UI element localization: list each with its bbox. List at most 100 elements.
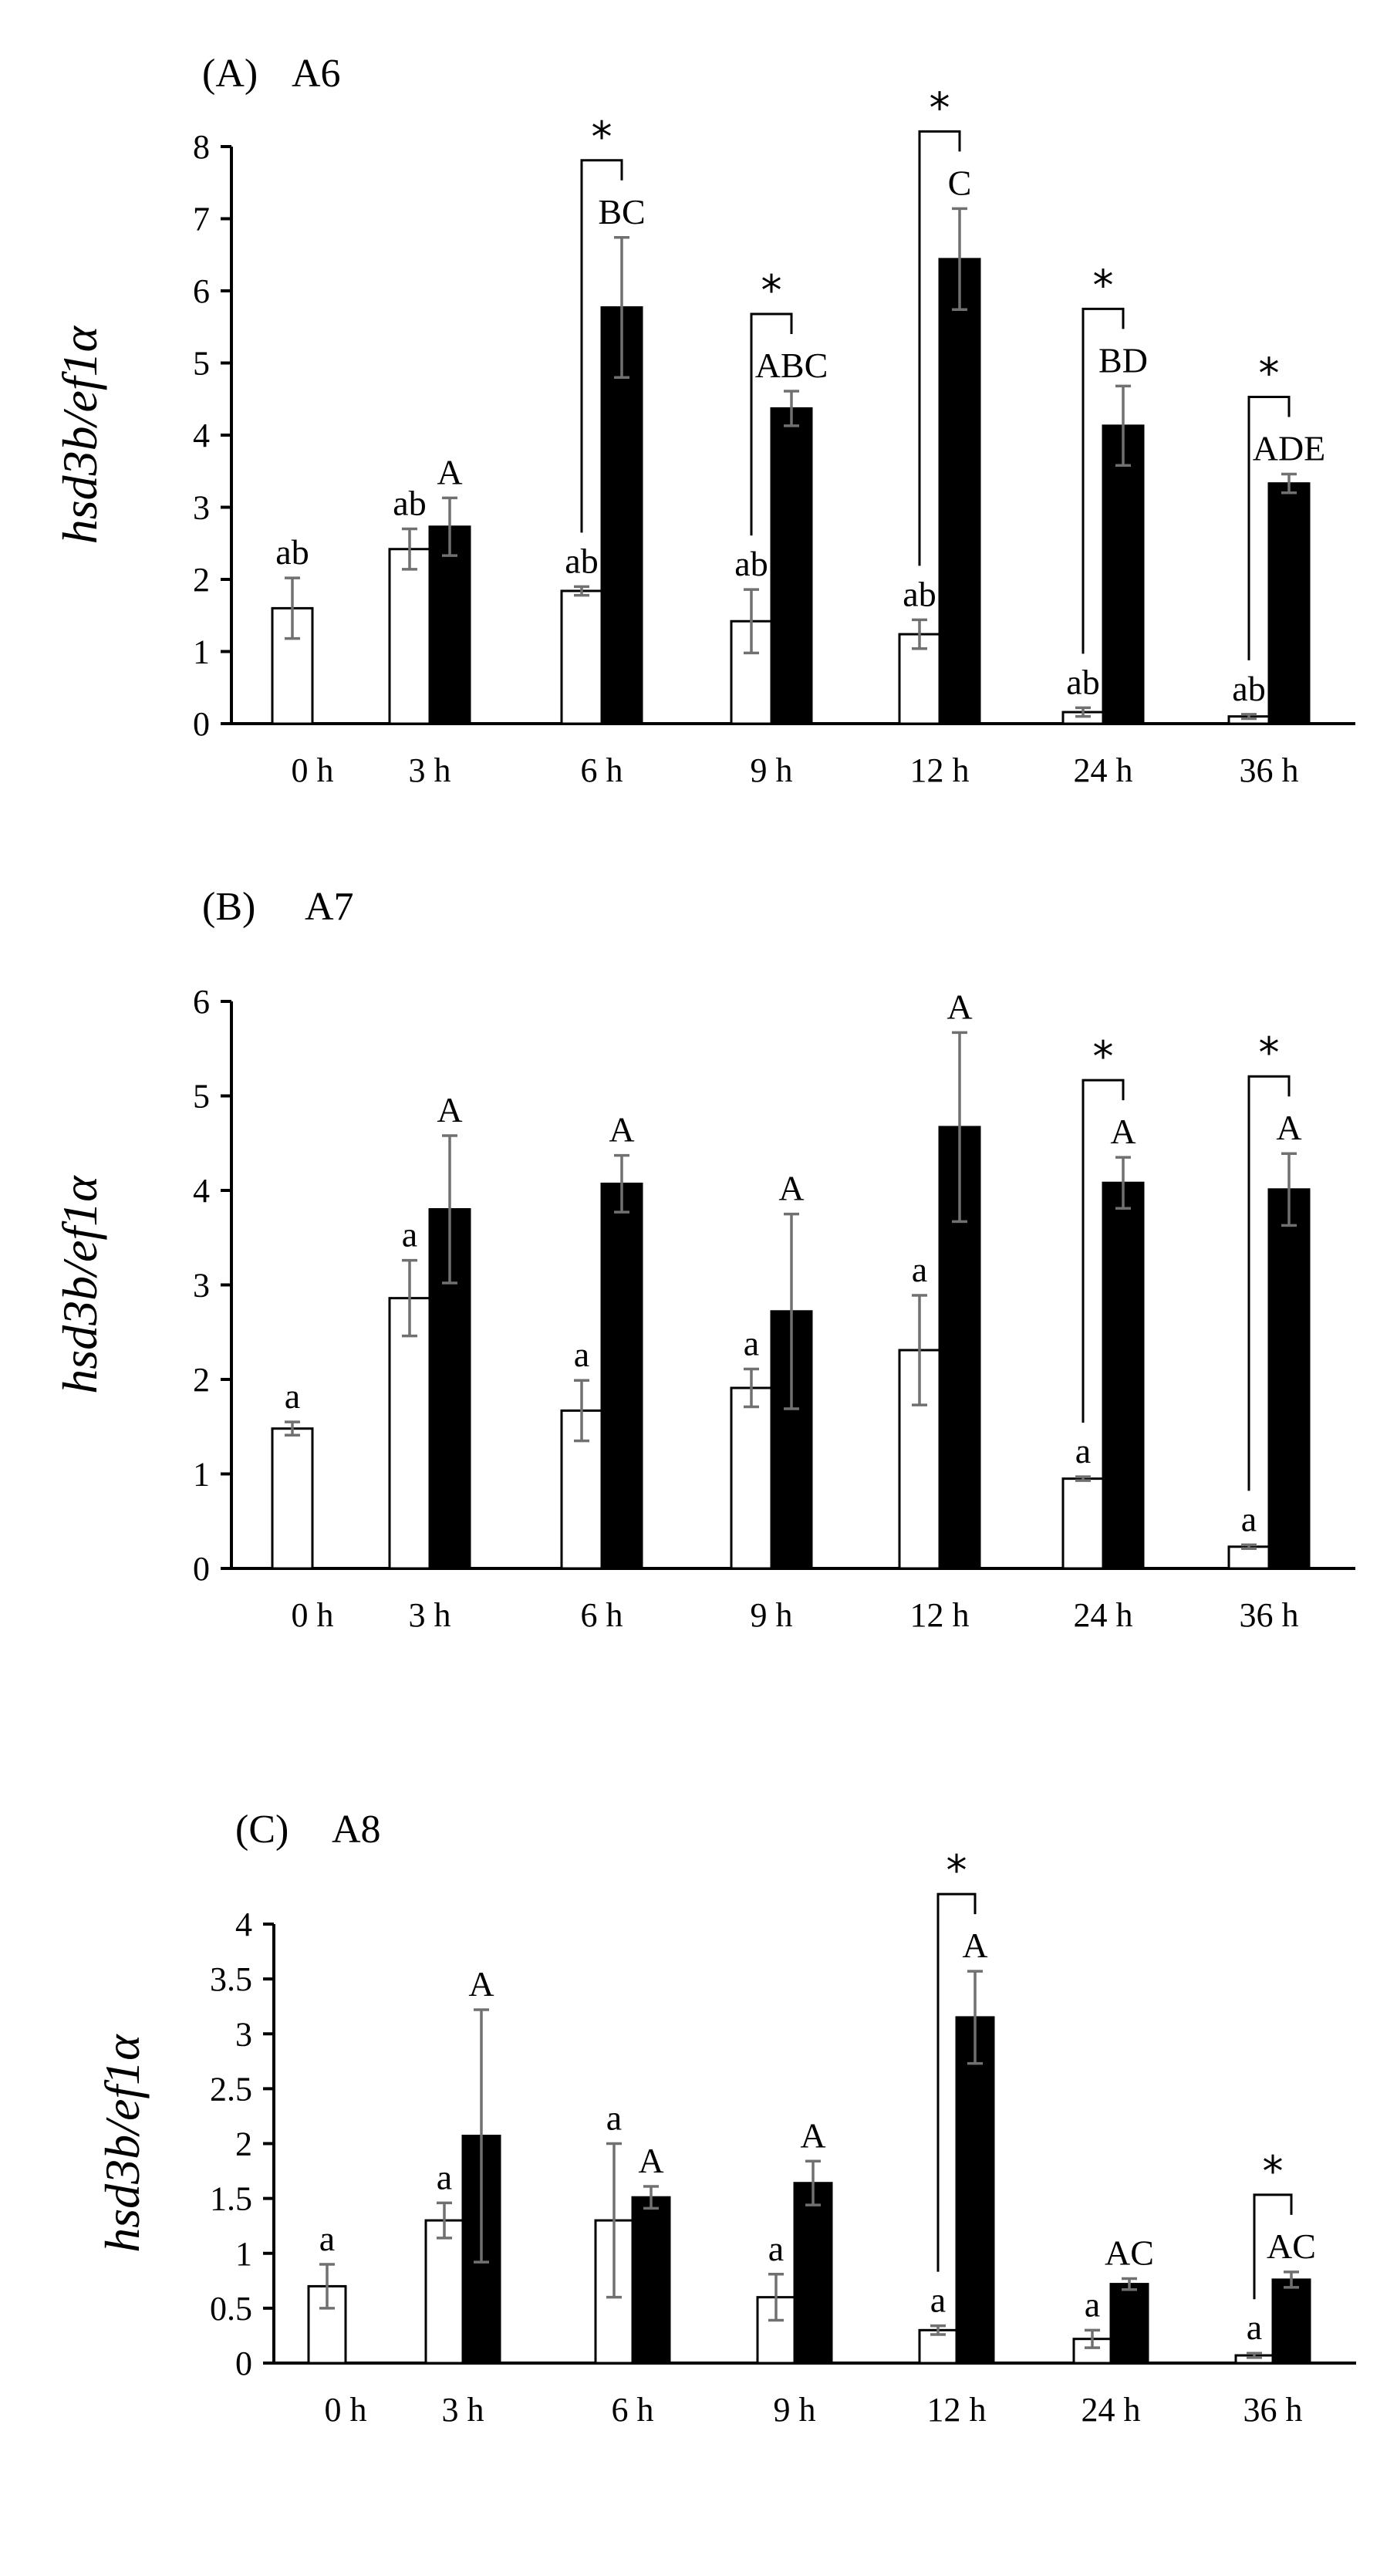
y-tick-label: 3 bbox=[235, 2015, 252, 2053]
x-tick-label: 24 h bbox=[1074, 1596, 1133, 1634]
black-bar bbox=[793, 2182, 833, 2365]
significance-letter: ab bbox=[1066, 662, 1099, 701]
panel-label: (B) bbox=[202, 885, 255, 929]
significance-star: * bbox=[1259, 349, 1280, 397]
significance-letter: a bbox=[437, 2157, 452, 2196]
black-bar bbox=[1267, 482, 1311, 725]
x-tick-label: 3 h bbox=[442, 2391, 484, 2429]
significance-star: * bbox=[930, 83, 950, 132]
significance-letter: AC bbox=[1267, 2227, 1316, 2266]
significance-letter: BC bbox=[598, 192, 645, 231]
black-bar bbox=[600, 1182, 643, 1570]
y-axis-label: hsd3b/ef1α bbox=[52, 1175, 107, 1394]
y-tick-label: 3.5 bbox=[210, 1960, 252, 1998]
significance-star: * bbox=[592, 113, 612, 161]
x-tick-label: 0 h bbox=[325, 2391, 367, 2429]
y-tick-label: 0 bbox=[193, 1550, 210, 1588]
significance-letter: a bbox=[606, 2098, 622, 2138]
significance-letter: a bbox=[574, 1335, 589, 1374]
significance-letter: a bbox=[744, 1324, 759, 1363]
panel-title: A8 bbox=[332, 1808, 381, 1852]
significance-letter: ab bbox=[393, 484, 426, 523]
x-tick-label: 9 h bbox=[774, 2391, 816, 2429]
x-tick-label: 12 h bbox=[927, 2391, 987, 2429]
white-bar bbox=[424, 2219, 464, 2365]
y-tick-label: 2.5 bbox=[210, 2070, 252, 2108]
significance-letter: ab bbox=[734, 544, 768, 583]
significance-letter: a bbox=[319, 2219, 335, 2258]
black-bar bbox=[938, 1126, 981, 1570]
significance-letter: a bbox=[1085, 2284, 1100, 2324]
y-tick-label: 3 bbox=[193, 489, 210, 527]
black-bar bbox=[938, 258, 981, 725]
significance-letter: A bbox=[947, 987, 972, 1026]
significance-bracket bbox=[1081, 1079, 1125, 1423]
significance-letter: C bbox=[948, 163, 972, 202]
y-tick-label: 5 bbox=[193, 345, 210, 383]
white-bar bbox=[1061, 1477, 1105, 1570]
significance-bracket bbox=[1247, 395, 1291, 660]
y-axis-label: hsd3b/ef1α bbox=[52, 325, 107, 544]
x-tick-label: 3 h bbox=[409, 1596, 451, 1634]
significance-letter: a bbox=[912, 1250, 927, 1289]
panel-title: A7 bbox=[305, 885, 354, 929]
significance-letter: ab bbox=[565, 541, 598, 580]
panel-title: A6 bbox=[292, 52, 341, 96]
significance-letter: BD bbox=[1098, 340, 1148, 380]
x-tick-label: 24 h bbox=[1074, 751, 1133, 789]
y-tick-label: 1 bbox=[193, 633, 210, 671]
black-bar bbox=[1109, 2283, 1149, 2365]
significance-bracket bbox=[1247, 1075, 1291, 1491]
significance-letter: A bbox=[1276, 1108, 1301, 1147]
y-tick-label: 6 bbox=[193, 983, 210, 1021]
y-tick-label: 6 bbox=[193, 272, 210, 310]
white-bar bbox=[1227, 1545, 1270, 1570]
x-tick-label: 9 h bbox=[751, 1596, 793, 1634]
panel-a6: (A) A6 hsd3b/ef1α 0 1 2 3 4 5 6 7 8 0 h 3 h 6 h 9 h 12 h… bbox=[52, 52, 1355, 789]
significance-letter: A bbox=[800, 2115, 825, 2155]
y-tick-label: 5 bbox=[193, 1078, 210, 1116]
significance-letter: a bbox=[1247, 2308, 1262, 2347]
y-tick-label: 4 bbox=[235, 1906, 252, 1943]
x-tick-label: 3 h bbox=[409, 751, 451, 789]
x-tick-label: 36 h bbox=[1243, 2391, 1303, 2429]
white-bar bbox=[271, 1427, 314, 1570]
y-tick-label: 8 bbox=[193, 128, 210, 166]
x-tick-label: 36 h bbox=[1240, 751, 1299, 789]
significance-star: * bbox=[1093, 1032, 1114, 1081]
x-tick-label: 12 h bbox=[910, 1596, 970, 1634]
x-tick-label: 0 h bbox=[292, 1596, 334, 1634]
significance-letter: A bbox=[609, 1110, 634, 1150]
y-tick-label: 2 bbox=[193, 1361, 210, 1399]
black-bar bbox=[1102, 1181, 1145, 1570]
y-tick-label: 4 bbox=[193, 417, 210, 454]
x-tick-label: 24 h bbox=[1081, 2391, 1141, 2429]
black-bar bbox=[955, 2016, 995, 2365]
significance-letter: ab bbox=[1232, 669, 1265, 708]
white-bar bbox=[730, 1386, 773, 1570]
significance-bracket bbox=[918, 130, 961, 566]
y-axis-label: hsd3b/ef1α bbox=[95, 2034, 150, 2253]
panel-a8: (C) A8 hsd3b/ef1α 0 0.5 1 1.5 2 2.5 3 3.5 4 0 h 3 h 6 … bbox=[95, 1808, 1356, 2429]
x-tick-label: 6 h bbox=[581, 1596, 623, 1634]
significance-letter: A bbox=[1110, 1112, 1135, 1151]
y-tick-label: 1.5 bbox=[210, 2180, 252, 2218]
significance-letter: a bbox=[402, 1215, 417, 1254]
significance-letter: A bbox=[638, 2141, 663, 2180]
significance-letter: A bbox=[778, 1169, 804, 1208]
x-tick-label: 6 h bbox=[612, 2391, 654, 2429]
significance-bracket bbox=[580, 159, 623, 533]
significance-bracket bbox=[1253, 2193, 1293, 2300]
significance-letter: A bbox=[962, 1926, 987, 1965]
significance-letter: AC bbox=[1105, 2233, 1154, 2272]
black-bar bbox=[631, 2196, 671, 2365]
x-tick-label: 36 h bbox=[1240, 1596, 1299, 1634]
y-tick-label: 7 bbox=[193, 201, 210, 238]
black-bar bbox=[1271, 2278, 1311, 2365]
black-bar bbox=[770, 407, 813, 725]
significance-letter: a bbox=[285, 1376, 300, 1416]
y-tick-label: 0 bbox=[235, 2345, 252, 2382]
y-tick-label: 3 bbox=[193, 1267, 210, 1305]
y-tick-label: 4 bbox=[193, 1172, 210, 1210]
